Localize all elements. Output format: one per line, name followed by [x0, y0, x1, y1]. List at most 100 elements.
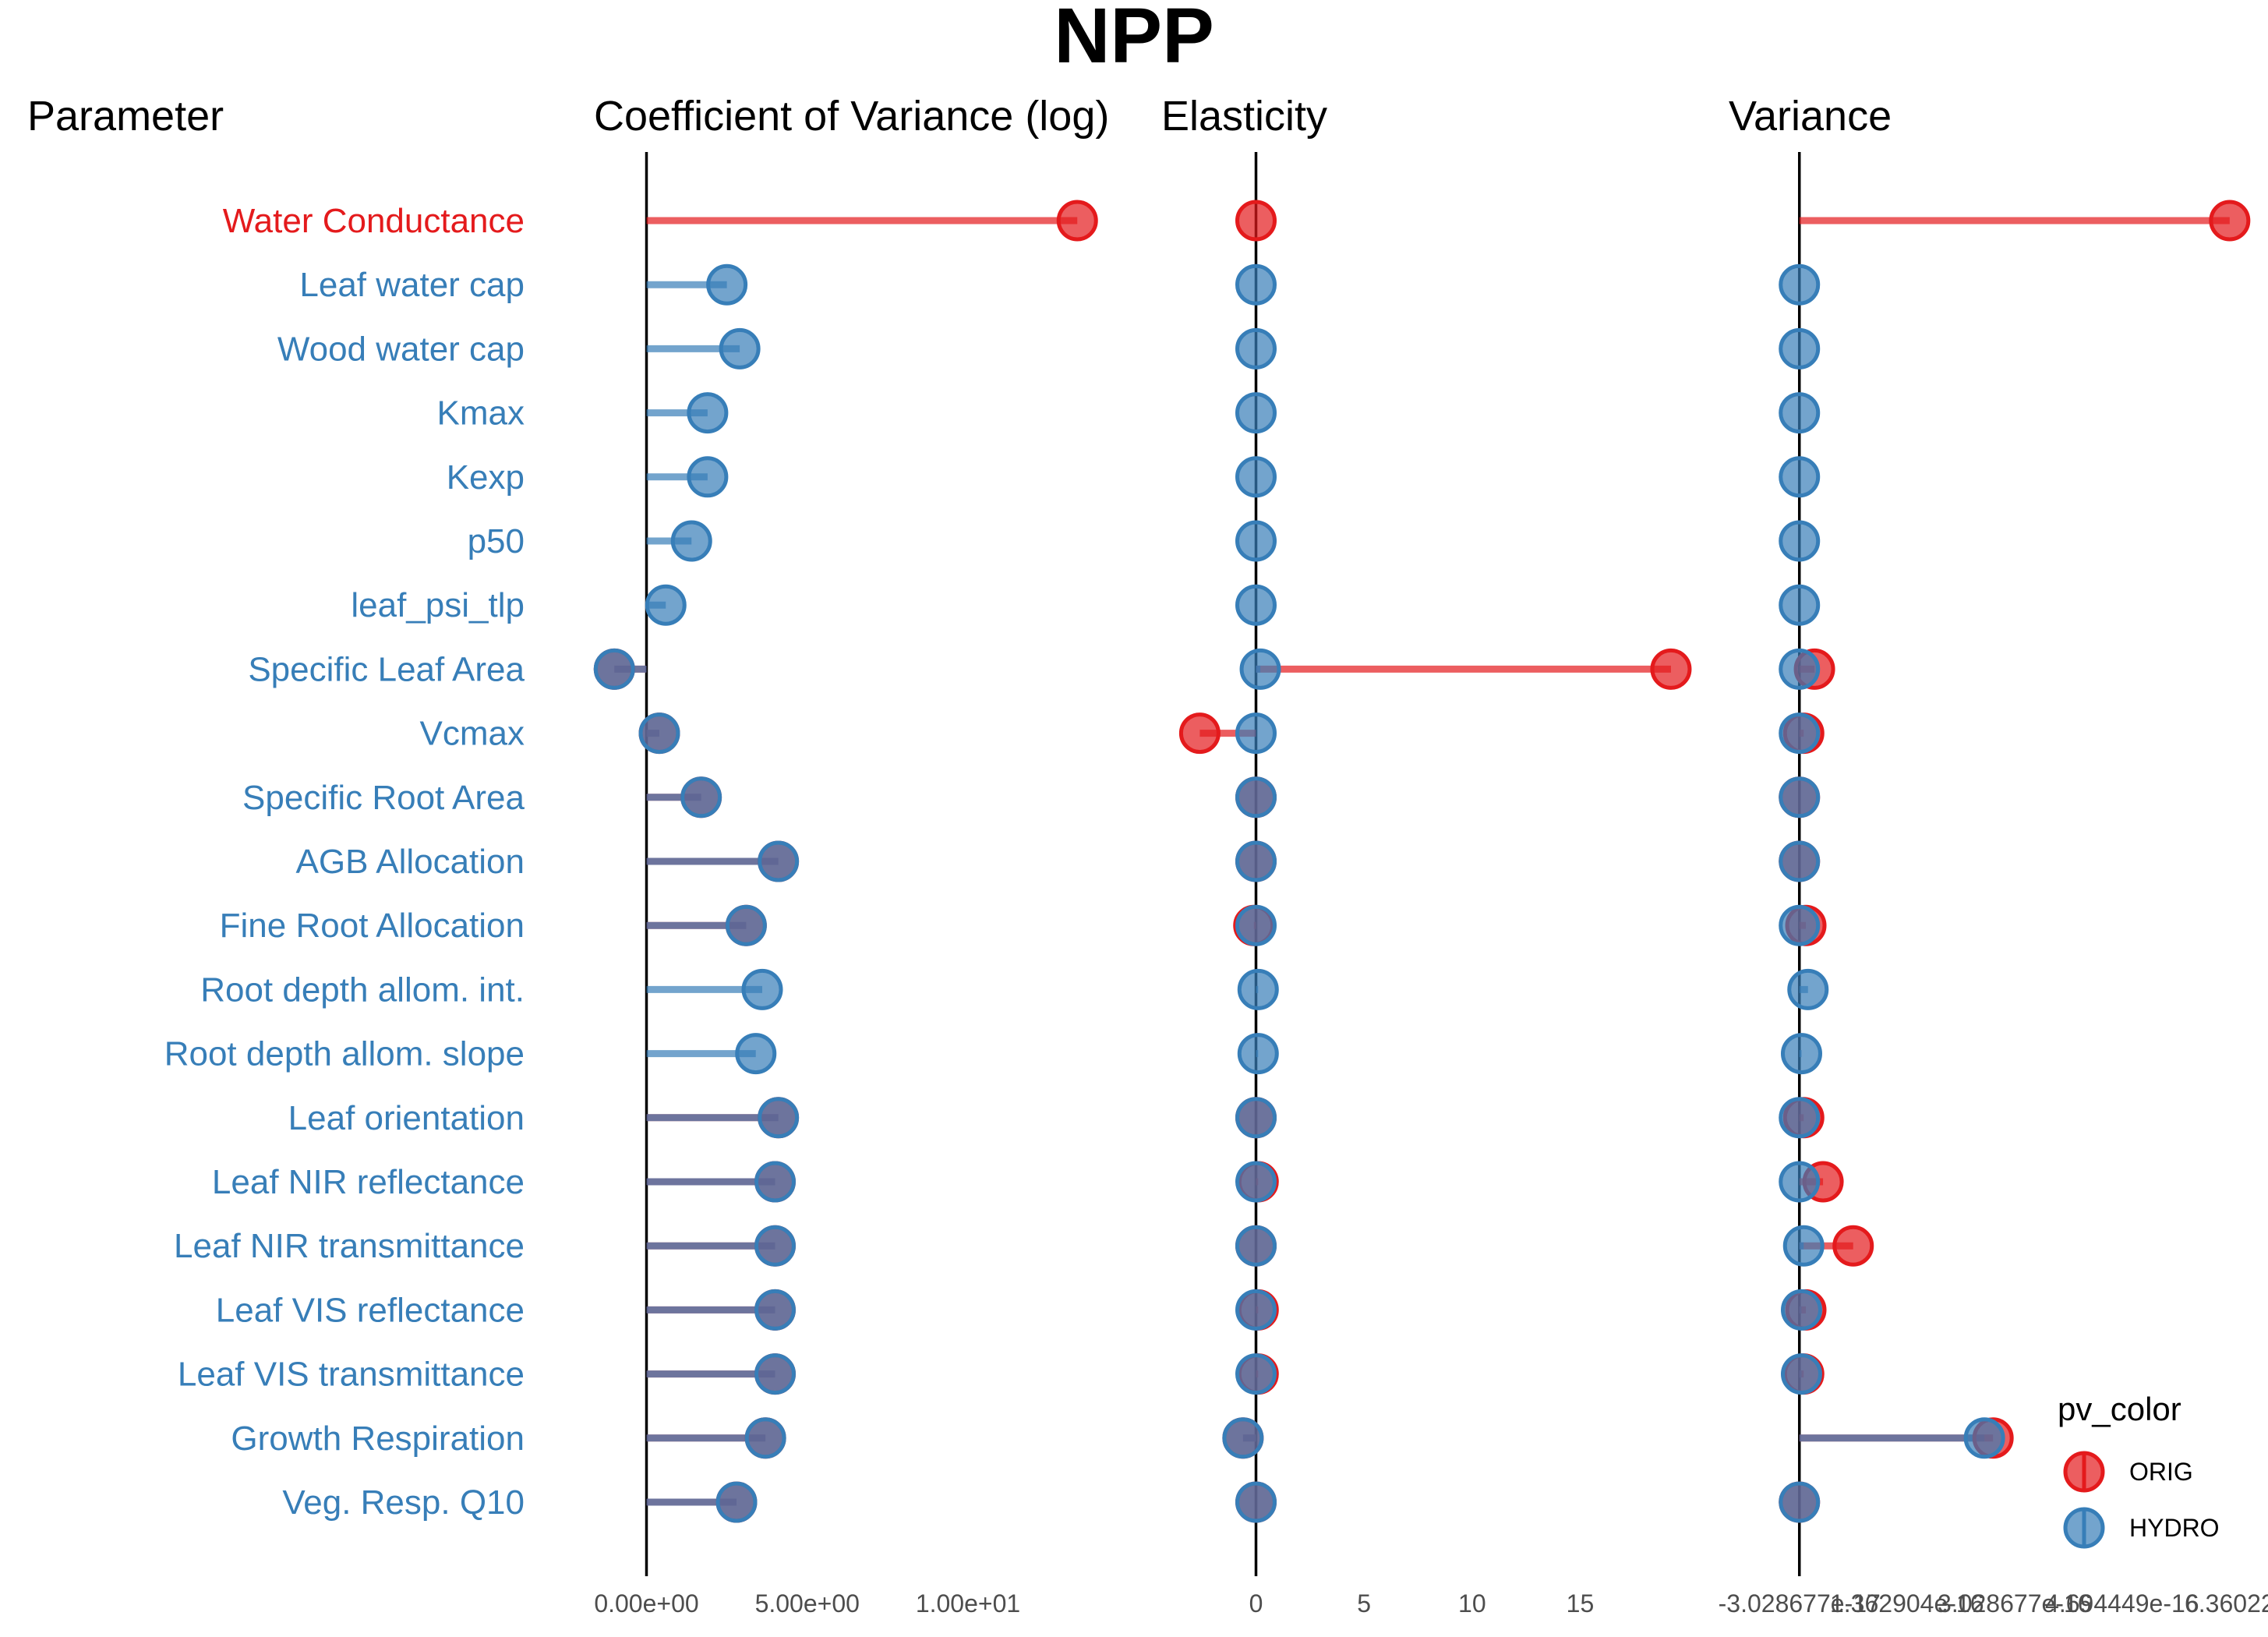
- chart-title: NPP: [1054, 0, 1214, 80]
- cv-panel: 0.00e+00 5.00e+00 1.00e+01: [593, 152, 1098, 1618]
- legend-label: ORIG: [2129, 1458, 2193, 1486]
- elasticity-point-hydro: [1239, 648, 1281, 690]
- parameter-label: Leaf orientation: [288, 1099, 525, 1137]
- variance-point-hydro: [1779, 840, 1821, 882]
- cv-tick-label: 1.00e+01: [916, 1589, 1020, 1618]
- elasticity-point-hydro: [1235, 1353, 1277, 1395]
- parameter-label: Specific Root Area: [242, 779, 525, 817]
- cv-point-hydro: [741, 968, 783, 1010]
- parameter-label: Fine Root Allocation: [220, 907, 525, 945]
- variance-point-hydro: [1779, 648, 1821, 690]
- cv-tick-label: 0.00e+00: [594, 1589, 698, 1618]
- legend-label: HYDRO: [2129, 1514, 2220, 1542]
- legend-title: pv_color: [2058, 1391, 2181, 1427]
- parameter-label: Root depth allom. int.: [200, 971, 525, 1009]
- variance-panel: -3.028677e-171.362904e-163.028677e-164.6…: [1719, 152, 2268, 1618]
- variance-tick-label: 6.36022: [2185, 1589, 2268, 1618]
- cv-point-hydro: [754, 1161, 796, 1203]
- variance-point-hydro: [1779, 1097, 1821, 1139]
- cv-point-hydro: [754, 1353, 796, 1395]
- cv-point-hydro: [638, 712, 680, 755]
- cv-point-hydro: [687, 456, 729, 498]
- variance-point-orig: [2209, 200, 2251, 242]
- cv-point-hydro: [687, 392, 729, 434]
- elasticity-point-hydro: [1235, 584, 1277, 626]
- variance-point-hydro: [1780, 1289, 1822, 1331]
- parameter-label: Leaf water cap: [299, 266, 525, 304]
- parameter-label: Leaf VIS reflectance: [216, 1291, 525, 1329]
- parameter-label: Water Conductance: [223, 202, 525, 240]
- elasticity-point-hydro: [1235, 776, 1277, 818]
- elasticity-point-hydro: [1235, 1225, 1277, 1267]
- parameter-label: AGB Allocation: [296, 843, 525, 881]
- parameter-labels: Water Conductance Leaf water cap Wood wate…: [164, 202, 525, 1522]
- cv-point-hydro: [754, 1289, 796, 1331]
- cv-point-hydro: [719, 327, 761, 369]
- cv-point-hydro: [645, 584, 687, 626]
- cv-header: Coefficient of Variance (log): [594, 93, 1109, 140]
- elasticity-point-hydro: [1235, 327, 1277, 369]
- parameter-label: Root depth allom. slope: [164, 1035, 525, 1073]
- elasticity-point-hydro: [1235, 1161, 1277, 1203]
- variance-tick-label: 4.694449e-16: [2045, 1589, 2199, 1618]
- variance-point-hydro: [1780, 1353, 1822, 1395]
- cv-point-hydro: [758, 1097, 800, 1139]
- elasticity-point-hydro: [1237, 1033, 1279, 1075]
- elasticity-point-hydro: [1237, 968, 1279, 1010]
- parameter-label: p50: [468, 522, 525, 560]
- elasticity-point-hydro: [1235, 520, 1277, 562]
- cv-point-hydro: [715, 1481, 758, 1523]
- parameter-label: Leaf NIR transmittance: [174, 1227, 525, 1265]
- variance-point-hydro: [1779, 1481, 1821, 1523]
- parameter-label: Leaf VIS transmittance: [178, 1356, 525, 1394]
- elasticity-header: Elasticity: [1161, 93, 1327, 140]
- elasticity-panel: 0 5 10 15: [1178, 152, 1692, 1618]
- parameter-header: Parameter: [27, 93, 224, 140]
- elasticity-point-hydro: [1222, 1417, 1264, 1459]
- elasticity-point-hydro: [1235, 1481, 1277, 1523]
- cv-point-hydro: [670, 520, 712, 562]
- cv-point-hydro: [725, 904, 767, 946]
- variance-point-hydro: [1779, 584, 1821, 626]
- elasticity-point-hydro: [1235, 392, 1277, 434]
- cv-point-orig: [1056, 200, 1098, 242]
- elasticity-point-hydro: [1235, 1289, 1277, 1331]
- variance-point-orig: [1832, 1225, 1874, 1267]
- variance-point-hydro: [1779, 1161, 1821, 1203]
- cv-tick-label: 5.00e+00: [755, 1589, 860, 1618]
- elasticity-point-hydro: [1235, 904, 1277, 946]
- variance-point-hydro: [1779, 776, 1821, 818]
- elasticity-point-hydro: [1235, 263, 1277, 306]
- cv-point-hydro: [744, 1417, 786, 1459]
- cv-point-hydro: [593, 648, 635, 690]
- variance-point-hydro: [1780, 1033, 1822, 1075]
- elasticity-tick-label: 10: [1458, 1589, 1486, 1618]
- elasticity-point-orig: [1235, 200, 1277, 242]
- variance-tick-label: -3.028677e-17: [1719, 1589, 1881, 1618]
- variance-tick-label: 3.028677e-16: [1938, 1589, 2092, 1618]
- parameter-label: Leaf NIR reflectance: [212, 1163, 525, 1201]
- cv-point-hydro: [680, 776, 722, 818]
- cv-point-hydro: [758, 840, 800, 882]
- variance-tick-label: 1.362904e-16: [1830, 1589, 1984, 1618]
- legend-item-orig: ORIG: [2063, 1451, 2193, 1493]
- variance-point-hydro: [1779, 520, 1821, 562]
- parameter-label: Veg. Resp. Q10: [282, 1483, 525, 1522]
- elasticity-point-hydro: [1235, 1097, 1277, 1139]
- variance-point-hydro: [1782, 1225, 1825, 1267]
- parameter-label: Wood water cap: [277, 330, 525, 368]
- variance-point-hydro: [1779, 904, 1821, 946]
- variance-point-hydro: [1779, 327, 1821, 369]
- elasticity-point-hydro: [1235, 456, 1277, 498]
- legend-item-hydro: HYDRO: [2063, 1507, 2220, 1549]
- elasticity-tick-label: 15: [1567, 1589, 1595, 1618]
- elasticity-point-orig: [1650, 648, 1692, 690]
- cv-point-hydro: [735, 1033, 777, 1075]
- variance-point-hydro: [1779, 712, 1821, 755]
- elasticity-tick-label: 0: [1249, 1589, 1263, 1618]
- variance-header: Variance: [1729, 93, 1892, 140]
- cv-point-hydro: [754, 1225, 796, 1267]
- variance-point-hydro: [1787, 968, 1829, 1010]
- parameter-label: Kexp: [447, 458, 525, 497]
